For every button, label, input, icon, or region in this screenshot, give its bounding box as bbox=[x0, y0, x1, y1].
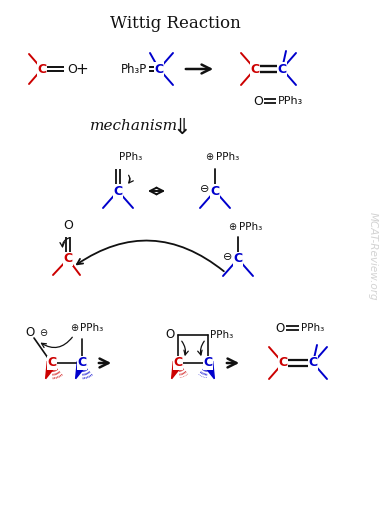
Text: C: C bbox=[77, 357, 86, 369]
Text: C: C bbox=[210, 184, 219, 197]
Text: C: C bbox=[309, 357, 317, 369]
Polygon shape bbox=[76, 361, 86, 379]
Text: O: O bbox=[67, 62, 77, 76]
Text: C: C bbox=[37, 62, 46, 76]
Text: PPh₃: PPh₃ bbox=[239, 222, 262, 232]
Text: PPh₃: PPh₃ bbox=[119, 152, 142, 162]
Polygon shape bbox=[171, 361, 182, 379]
Text: +: + bbox=[75, 61, 88, 77]
Text: ⊖: ⊖ bbox=[39, 328, 47, 338]
Text: C: C bbox=[203, 357, 213, 369]
Text: C: C bbox=[250, 62, 259, 76]
Text: PPh₃: PPh₃ bbox=[80, 323, 103, 333]
Text: C: C bbox=[48, 357, 56, 369]
Polygon shape bbox=[46, 361, 57, 379]
Text: O: O bbox=[63, 219, 73, 232]
Text: C: C bbox=[279, 357, 288, 369]
Text: O: O bbox=[166, 329, 175, 341]
Text: MCAT-Review.org: MCAT-Review.org bbox=[368, 212, 378, 300]
Text: C: C bbox=[64, 252, 72, 266]
Text: C: C bbox=[114, 184, 123, 197]
Text: O: O bbox=[275, 321, 285, 335]
Text: ⇓: ⇓ bbox=[173, 118, 191, 138]
Text: O: O bbox=[26, 327, 35, 339]
Text: ⊕: ⊕ bbox=[205, 152, 213, 162]
Text: C: C bbox=[277, 62, 287, 76]
Text: C: C bbox=[234, 252, 243, 266]
Text: mechanism: mechanism bbox=[90, 119, 178, 133]
Text: Wittig Reaction: Wittig Reaction bbox=[110, 15, 240, 32]
Text: ⊖: ⊖ bbox=[223, 252, 233, 262]
Polygon shape bbox=[203, 361, 215, 379]
Text: PPh₃: PPh₃ bbox=[301, 323, 324, 333]
Text: Ph₃P: Ph₃P bbox=[121, 62, 147, 76]
Text: C: C bbox=[173, 357, 182, 369]
Text: C: C bbox=[154, 62, 163, 76]
Text: PPh₃: PPh₃ bbox=[216, 152, 239, 162]
Text: ⊕: ⊕ bbox=[70, 323, 78, 333]
Text: O: O bbox=[253, 95, 263, 107]
Text: PPh₃: PPh₃ bbox=[278, 96, 303, 106]
Text: PPh₃: PPh₃ bbox=[210, 330, 233, 340]
Text: ⊕: ⊕ bbox=[228, 222, 236, 232]
Text: ⊖: ⊖ bbox=[200, 184, 210, 194]
